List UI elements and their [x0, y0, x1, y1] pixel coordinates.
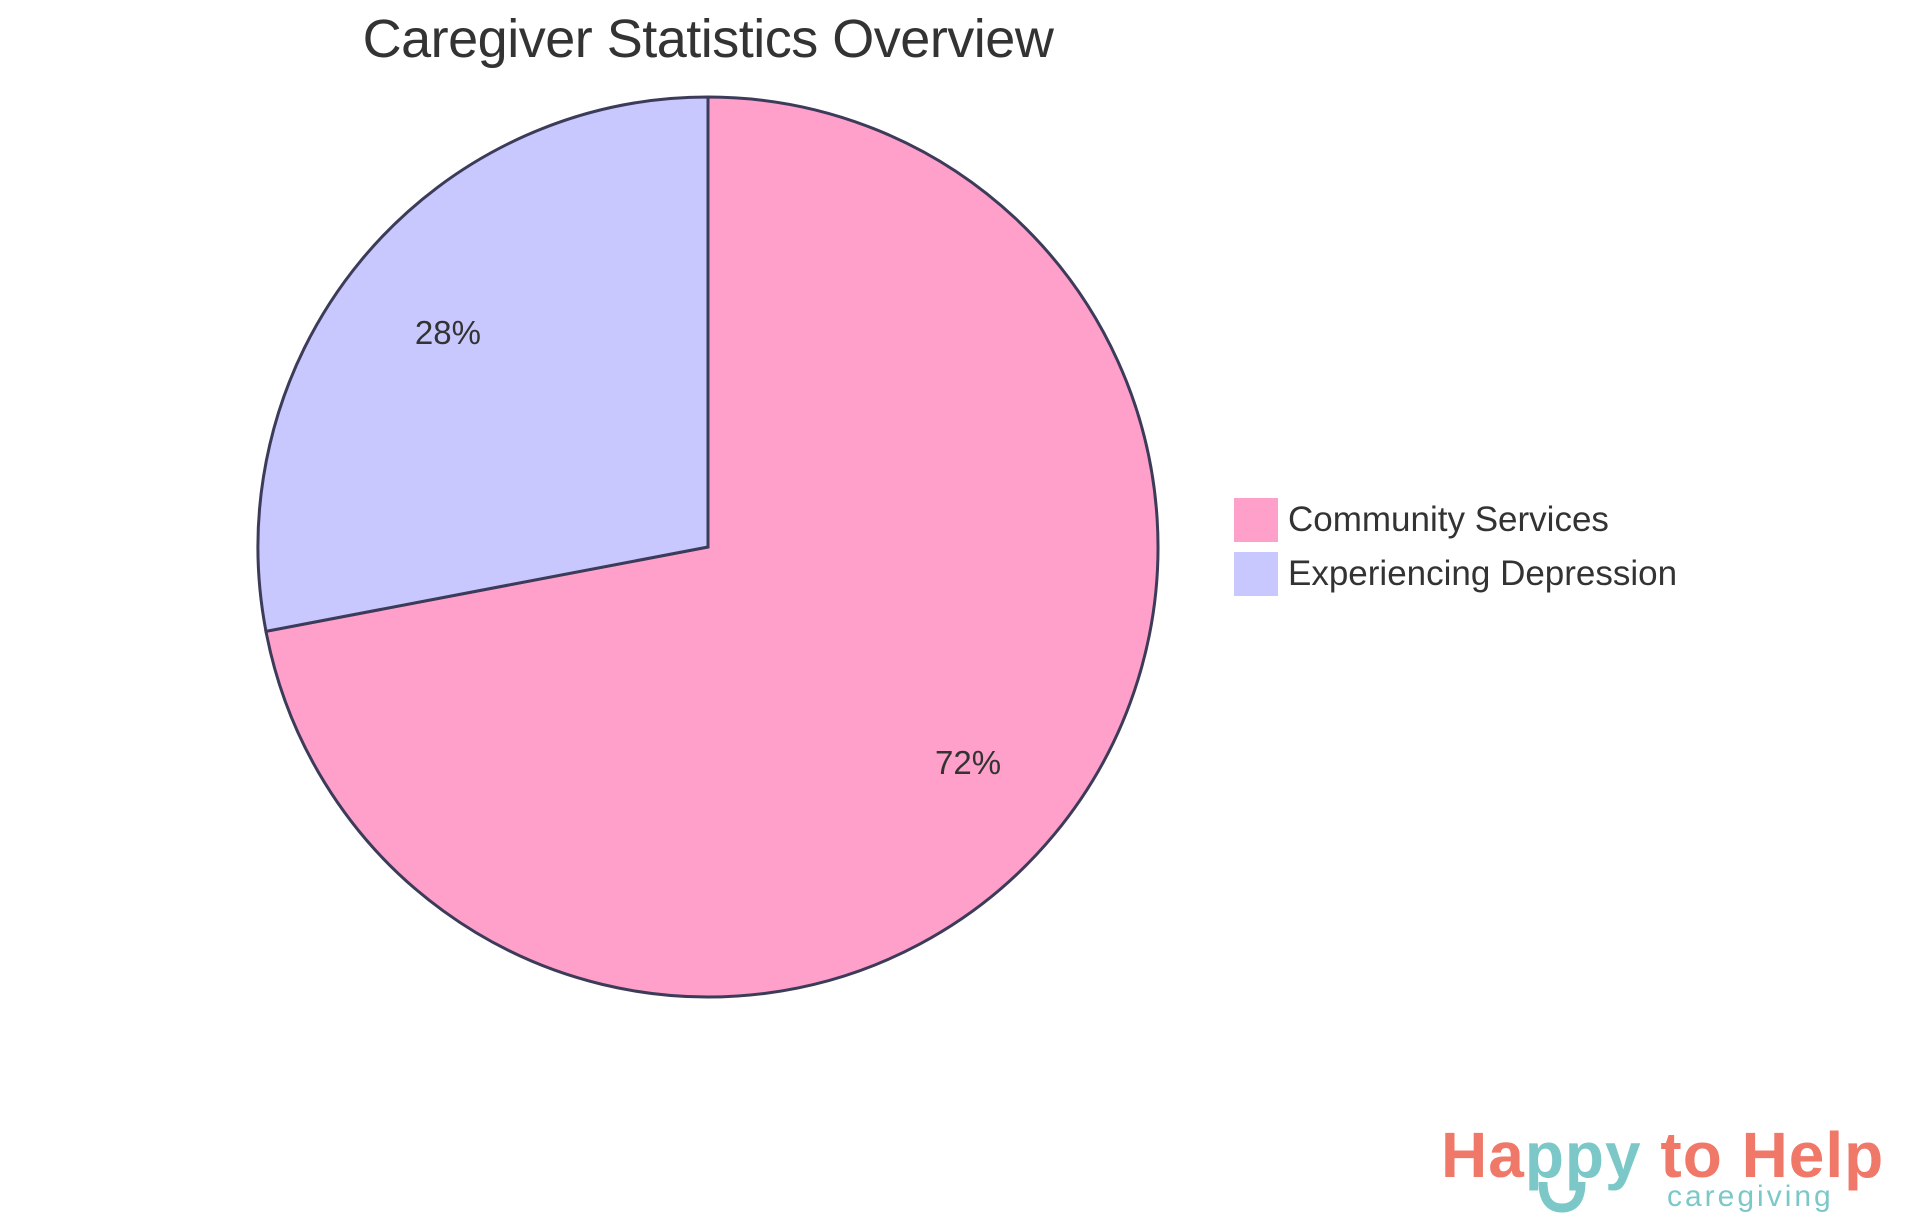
chart-title: Caregiver Statistics Overview	[362, 9, 1054, 69]
brand-logo: Happy to Help caregiving	[1441, 1118, 1911, 1218]
slice-experiencing-depression	[256, 95, 710, 634]
legend-swatch-experiencing-depression	[1234, 552, 1278, 596]
legend-label: Community Services	[1288, 500, 1609, 539]
legend-label: Experiencing Depression	[1288, 554, 1678, 593]
legend-item-community-services: Community Services	[1234, 493, 1677, 547]
logo-subtitle: caregiving	[1667, 1180, 1834, 1213]
logo-wordmark: Happy to Help	[1441, 1119, 1885, 1191]
slice-label-experiencing-depression: 28%	[415, 314, 481, 351]
legend-item-experiencing-depression: Experiencing Depression	[1234, 547, 1677, 601]
smile-icon	[1538, 1181, 1586, 1213]
legend: Community Services Experiencing Depressi…	[1234, 493, 1677, 601]
slice-label-community-services: 72%	[935, 744, 1001, 781]
slice-community-services	[264, 95, 1160, 999]
legend-swatch-community-services	[1234, 498, 1278, 542]
